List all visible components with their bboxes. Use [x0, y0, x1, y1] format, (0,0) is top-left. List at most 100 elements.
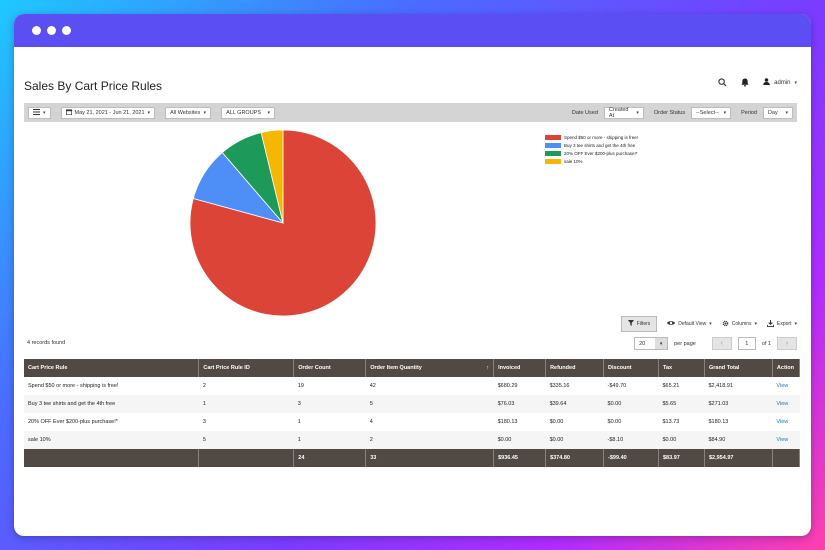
table-cell: 3 — [198, 413, 294, 431]
window-dot-icon[interactable] — [62, 26, 71, 35]
legend-label: 20% OFF Ever $200-plus purchase!* — [564, 150, 638, 156]
date-used-select[interactable]: Created At ▾ — [603, 106, 644, 119]
next-page-button[interactable]: › — [777, 337, 797, 350]
table-cell: 2 — [198, 377, 294, 395]
table-cell: $0.00 — [493, 431, 546, 449]
default-view-dropdown[interactable]: Default View ▾ — [667, 320, 712, 328]
per-page-select[interactable]: 20 ▾ — [634, 337, 669, 350]
total-cell: -$99.40 — [603, 449, 659, 467]
column-header[interactable]: Grand Total — [704, 359, 773, 377]
column-header[interactable]: Refunded — [545, 359, 605, 377]
chevron-down-icon: ▾ — [709, 321, 712, 327]
user-icon — [763, 78, 770, 87]
view-label: Default View — [678, 321, 707, 327]
gear-icon — [722, 320, 729, 329]
records-count: 4 records found — [27, 340, 66, 346]
date-used-label: Date Used — [571, 109, 598, 116]
user-name: admin — [774, 79, 791, 86]
columns-dropdown[interactable]: Columns ▾ — [722, 320, 757, 329]
date-range-picker[interactable]: May 21, 2021 - Jun 21, 2021 ▾ — [60, 106, 156, 119]
per-page-label: per page — [674, 340, 696, 347]
column-header[interactable]: Action — [772, 359, 801, 377]
table-cell: $13.73 — [658, 413, 705, 431]
chevron-down-icon: ▾ — [754, 321, 758, 327]
filters-button[interactable]: Filters — [620, 316, 658, 332]
per-page-value: 20 — [635, 338, 656, 349]
total-cell: $374.80 — [545, 449, 605, 467]
pie-slice[interactable] — [189, 129, 377, 317]
pagination: 20 ▾ per page ‹ 1 of 1 › — [634, 337, 797, 350]
table-cell: 42 — [365, 377, 494, 395]
prev-page-button[interactable]: ‹ — [711, 337, 732, 350]
table-cell: $0.00 — [545, 413, 604, 431]
window-titlebar — [14, 14, 811, 47]
table-cell: -$8.10 — [603, 431, 659, 449]
search-icon[interactable] — [718, 78, 727, 87]
legend-item: Buy 3 tee shirts and get the 4th free — [545, 141, 638, 149]
view-link[interactable]: View — [772, 377, 800, 395]
customer-groups-select[interactable]: ALL GROUPS ▾ — [221, 106, 276, 119]
order-status-select[interactable]: --Select-- ▾ — [691, 106, 732, 119]
window-dot-icon[interactable] — [47, 26, 56, 35]
table-cell: 20% OFF Ever $200-plus purchase!* — [24, 413, 199, 431]
column-header[interactable]: Cart Price Rule ID — [198, 359, 295, 377]
page-number-input[interactable]: 1 — [737, 337, 756, 350]
table-cell: 5 — [365, 395, 494, 413]
table-header-row: Cart Price Rule Cart Price Rule ID Order C… — [24, 359, 801, 377]
pie-slice[interactable] — [260, 129, 284, 224]
totals-row: 24 33 $936.45 $374.80 -$99.40 $83.97 $2,954.97 — [24, 449, 801, 467]
table-row: Buy 3 tee shirts and get the 4th free 1 3 5… — [24, 395, 800, 413]
table-cell: $0.00 — [603, 413, 659, 431]
column-header-label: Refunded — [550, 365, 576, 371]
date-range-value: May 21, 2021 - Jun 21, 2021 — [74, 109, 145, 116]
column-header[interactable]: Invoiced — [493, 359, 547, 377]
period-label: Period — [741, 109, 757, 116]
view-link[interactable]: View — [772, 431, 800, 449]
column-header-label: Order Item Quantity — [370, 365, 422, 371]
window-dot-icon[interactable] — [32, 26, 41, 35]
column-header[interactable]: Discount — [603, 359, 659, 377]
legend-swatch — [545, 158, 561, 164]
data-grid: Cart Price Rule Cart Price Rule ID Order C… — [24, 359, 801, 467]
period-value: Day — [768, 109, 778, 116]
table-cell: $180.13 — [704, 413, 773, 431]
total-cell: $936.45 — [493, 449, 547, 467]
total-cell — [198, 449, 295, 467]
groups-value: ALL GROUPS — [226, 109, 262, 116]
chevron-down-icon: ▾ — [723, 109, 727, 116]
view-link[interactable]: View — [772, 413, 800, 431]
export-dropdown[interactable]: Export ▾ — [767, 319, 797, 329]
export-label: Export — [777, 321, 792, 327]
legend-label: sale 10% — [564, 158, 583, 164]
column-header[interactable]: Order Item Quantity ↑ — [365, 359, 495, 377]
column-header-label: Order Count — [298, 365, 331, 371]
view-link[interactable]: View — [772, 395, 800, 413]
table-cell: $335.16 — [545, 377, 604, 395]
sort-arrow-icon: ↑ — [486, 365, 490, 371]
order-status-label: Order Status — [653, 109, 686, 116]
user-menu[interactable]: admin ▾ — [763, 78, 797, 87]
chevron-down-icon: ▾ — [147, 109, 151, 116]
chart-legend: Spend $50 or more - shipping is free! Buy… — [545, 133, 638, 165]
total-cell: $83.97 — [658, 449, 705, 467]
columns-label: Columns — [731, 321, 752, 327]
column-header[interactable]: Tax — [658, 359, 705, 377]
filters-label: Filters — [636, 321, 651, 327]
column-header[interactable]: Order Count — [293, 359, 367, 377]
column-header-label: Invoiced — [498, 365, 521, 371]
period-select[interactable]: Day ▾ — [763, 106, 793, 119]
total-cell — [772, 449, 801, 467]
table-cell: $76.03 — [493, 395, 546, 413]
chevron-down-icon: ▾ — [794, 321, 797, 327]
menu-toggle-button[interactable]: ▾ — [28, 106, 51, 119]
legend-label: Buy 3 tee shirts and get the 4th free — [564, 142, 636, 148]
table-cell: $65.21 — [658, 377, 705, 395]
table-cell: -$49.70 — [603, 377, 659, 395]
websites-select[interactable]: All Websites ▾ — [165, 106, 212, 119]
bell-icon[interactable] — [741, 78, 749, 87]
legend-swatch — [545, 150, 561, 156]
chevron-down-icon[interactable]: ▾ — [655, 338, 668, 349]
pie-chart — [189, 129, 377, 317]
chevron-down-icon: ▾ — [43, 109, 46, 116]
column-header[interactable]: Cart Price Rule — [24, 359, 200, 377]
